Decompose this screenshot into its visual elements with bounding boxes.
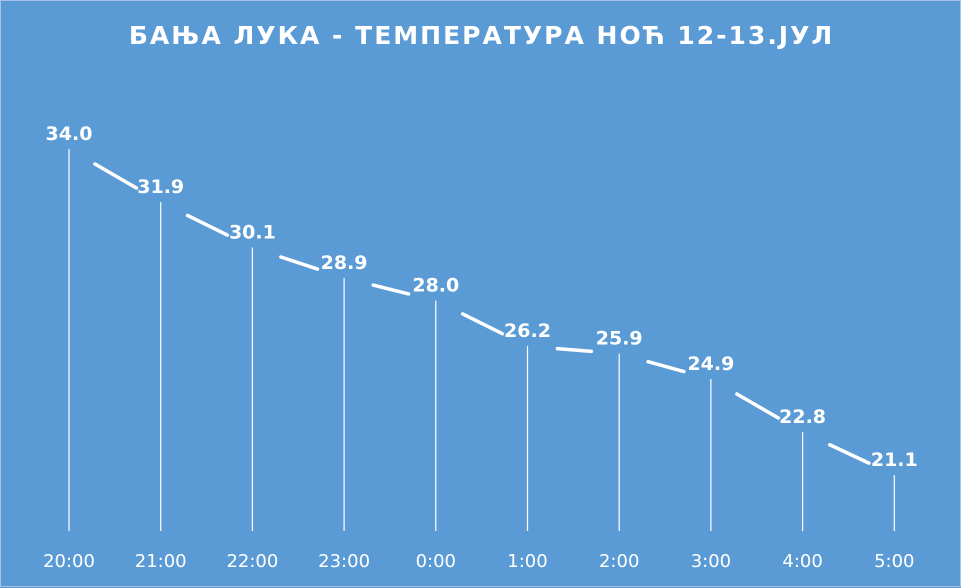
- x-tick-label-21:00: 21:00: [135, 551, 187, 572]
- line-segment-1:00-2:00: [555, 346, 594, 354]
- data-label-20:00: 34.0: [46, 123, 93, 145]
- line-segment-2:00-3:00: [646, 359, 686, 374]
- x-tick-label-5:00: 5:00: [874, 551, 914, 572]
- data-label-5:00: 21.1: [871, 449, 918, 471]
- line-segment-3:00-4:00: [735, 392, 781, 420]
- data-label-23:00: 28.9: [321, 252, 368, 274]
- line-segment-22:00-23:00: [279, 255, 320, 271]
- data-label-1:00: 26.2: [504, 320, 551, 342]
- line-segment-23:00-0:00: [371, 283, 411, 296]
- data-label-2:00: 25.9: [596, 328, 643, 350]
- x-tick-label-1:00: 1:00: [507, 551, 547, 572]
- x-tick-label-4:00: 4:00: [782, 551, 822, 572]
- data-label-4:00: 22.8: [779, 406, 826, 428]
- line-segment-21:00-22:00: [185, 213, 230, 237]
- line-segment-0:00-1:00: [460, 312, 505, 336]
- line-segment-4:00-5:00: [828, 443, 871, 465]
- data-label-21:00: 31.9: [137, 176, 184, 198]
- x-tick-label-23:00: 23:00: [318, 551, 370, 572]
- x-tick-label-3:00: 3:00: [691, 551, 731, 572]
- line-segment-20:00-21:00: [93, 162, 139, 190]
- x-tick-label-2:00: 2:00: [599, 551, 639, 572]
- data-label-0:00: 28.0: [412, 275, 459, 297]
- data-label-3:00: 24.9: [687, 353, 734, 375]
- data-label-22:00: 30.1: [229, 222, 276, 244]
- x-tick-label-22:00: 22:00: [226, 551, 278, 572]
- x-tick-label-0:00: 0:00: [416, 551, 456, 572]
- chart-title: БАЊА ЛУКА - ТЕМПЕРАТУРА НОЋ 12-13.ЈУЛ: [128, 21, 835, 50]
- x-tick-label-20:00: 20:00: [43, 551, 95, 572]
